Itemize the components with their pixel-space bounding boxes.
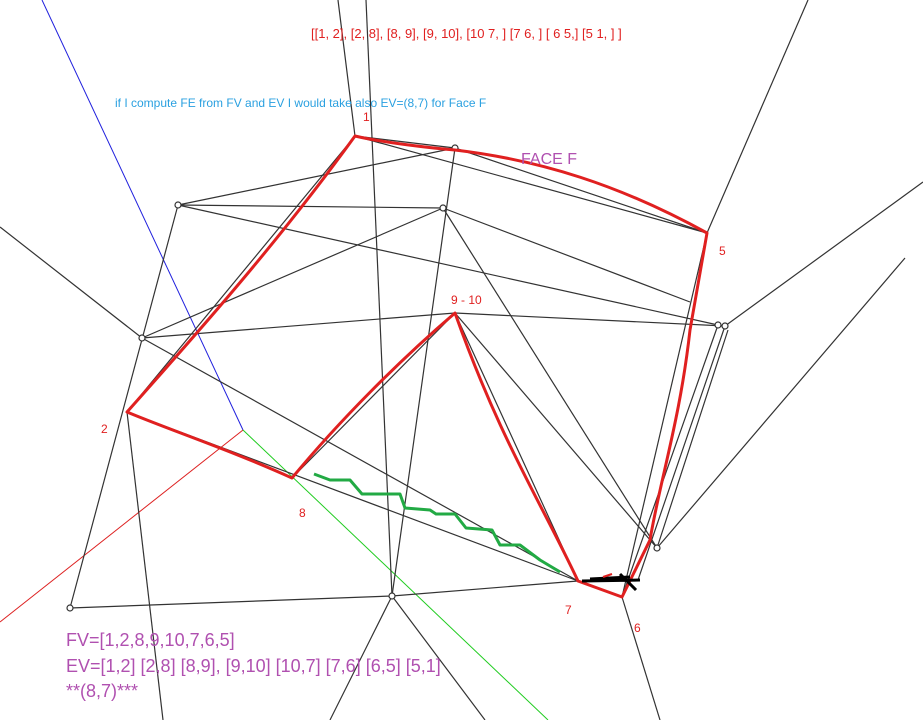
vertex-label-9-10: 9 - 10 <box>451 293 482 307</box>
fv-text: FV=[1,2,8,9,10,7,6,5] <box>66 630 235 650</box>
vertex-label-5: 5 <box>719 244 726 258</box>
vertex-label-2: 2 <box>101 422 108 436</box>
ev-text: EV=[1,2] [2,8] [8,9], [9,10] [10,7] [7,6… <box>66 656 441 676</box>
face-f-outline <box>125 134 709 599</box>
top-list-text: [[1, 2], [2, 8], [8, 9], [9, 10], [10 7,… <box>311 26 622 41</box>
extra-edge-text: **(8,7)*** <box>66 681 139 701</box>
black-scribble <box>581 572 641 592</box>
axis-red <box>0 429 244 623</box>
vertex-markers <box>66 144 729 612</box>
note-text: if I compute FE from FV and EV I would t… <box>115 96 487 110</box>
extra-edge-8-7 <box>313 472 561 574</box>
red-scribble <box>602 573 613 578</box>
vertex-label-1: 1 <box>363 110 370 124</box>
axis-blue <box>41 0 244 431</box>
face-title: FACE F <box>521 151 578 168</box>
vertex-label-6: 6 <box>634 621 641 635</box>
vertex-label-7: 7 <box>565 603 572 617</box>
vertex-label-8: 8 <box>299 506 306 520</box>
